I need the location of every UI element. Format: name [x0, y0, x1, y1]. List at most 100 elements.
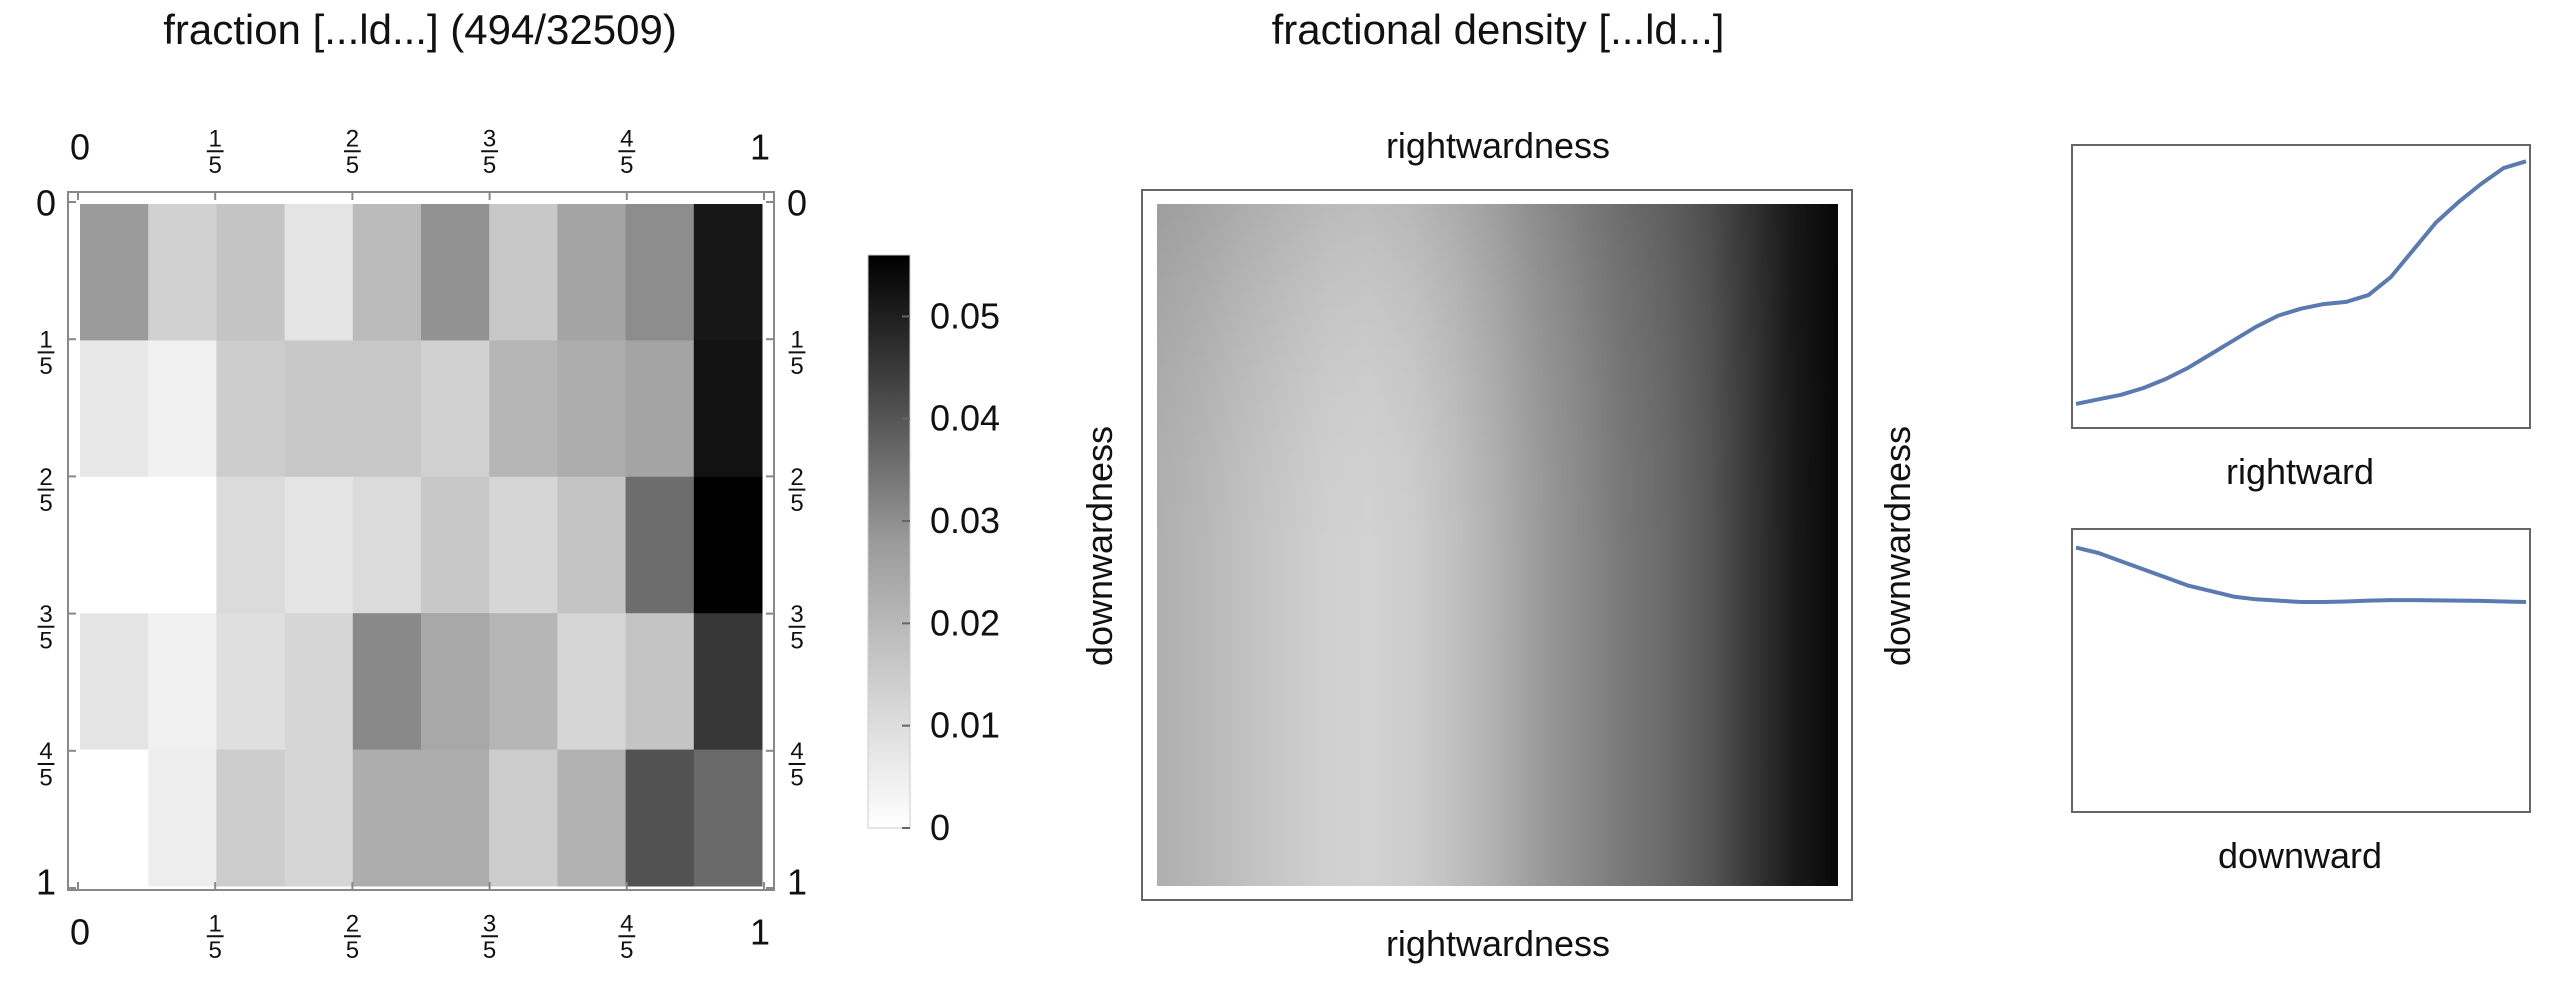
svg-text:5: 5	[346, 152, 359, 179]
colorbar-ticks: 0 0.01 0.02 0.03 0.04 0.05	[902, 295, 1000, 848]
heatmap-cell	[489, 340, 558, 478]
heatmap-cell	[148, 613, 217, 751]
heatmap-cell	[148, 340, 217, 478]
rightward-xlabel: rightward	[2226, 451, 2374, 492]
heatmap-cell	[693, 340, 763, 478]
heatmap-cell	[216, 613, 286, 751]
svg-text:1: 1	[39, 327, 52, 354]
heatmap-cell	[80, 749, 149, 887]
heatmap-cell	[80, 613, 149, 751]
heatmap-cell	[352, 476, 422, 614]
bottom-tick-label: 25	[344, 910, 361, 964]
svg-text:5: 5	[346, 937, 359, 964]
svg-text:5: 5	[39, 490, 52, 517]
heatmap-cell	[421, 749, 490, 887]
downward-frame	[2071, 528, 2531, 813]
density-ylabel-left: downwardness	[1079, 426, 1120, 666]
svg-text:1: 1	[750, 127, 770, 168]
colorbar-tick-label: 0.04	[930, 398, 1000, 439]
heatmap-cell	[693, 749, 763, 887]
svg-text:0: 0	[787, 183, 807, 224]
bottom-tick-label: 0	[70, 912, 90, 953]
svg-text:5: 5	[790, 765, 803, 792]
heatmap-cell	[80, 340, 149, 478]
heatmap-cell	[625, 613, 695, 751]
heatmap-cell	[216, 340, 286, 478]
top-tick-label: 45	[618, 125, 636, 179]
svg-text:5: 5	[620, 937, 633, 964]
heatmap-cell	[80, 476, 149, 614]
downward-curve	[2075, 545, 2527, 604]
left-tick-label: 25	[37, 464, 55, 517]
bottom-tick-label: 15	[206, 910, 224, 964]
heatmap-cell	[557, 476, 627, 614]
svg-text:0: 0	[70, 127, 90, 168]
density-ylabel-right: downwardness	[1877, 426, 1918, 666]
heatmap-cell	[352, 749, 422, 887]
colorbar-tick-label: 0.01	[930, 705, 1000, 746]
density-xlabel-top: rightwardness	[1386, 125, 1610, 166]
svg-text:3: 3	[483, 125, 496, 152]
rightward-frame	[2071, 144, 2531, 429]
svg-text:2: 2	[790, 464, 803, 491]
heatmap-cell	[557, 204, 627, 341]
svg-text:3: 3	[790, 601, 803, 628]
svg-text:1: 1	[787, 862, 807, 903]
svg-text:3: 3	[39, 601, 52, 628]
colorbar-gradient	[867, 254, 911, 829]
heatmap-cell	[557, 749, 627, 887]
heatmap-cell	[625, 340, 695, 478]
svg-text:4: 4	[790, 738, 803, 765]
density-title: fractional density [...ld...]	[1272, 6, 1725, 53]
left-tick-label: 0	[36, 183, 56, 224]
svg-text:5: 5	[483, 937, 496, 964]
heatmap-cell	[284, 340, 354, 478]
heatmap-cell	[421, 340, 490, 478]
heatmap-cell	[216, 204, 286, 341]
downward-panel: downward	[2071, 528, 2531, 876]
svg-text:1: 1	[209, 910, 222, 937]
heatmap-cell	[693, 476, 763, 614]
heatmap-frame	[67, 191, 775, 891]
svg-text:1: 1	[750, 912, 770, 953]
heatmap-cells	[80, 204, 763, 887]
heatmap-cell	[489, 613, 558, 751]
left-tick-label: 15	[37, 327, 55, 380]
svg-text:2: 2	[346, 910, 359, 937]
downward-xlabel: downward	[2218, 835, 2382, 876]
heatmap-cell	[352, 613, 422, 751]
heatmap-cell	[148, 476, 217, 614]
top-tick-label: 35	[481, 125, 498, 179]
right-tick-label: 25	[788, 464, 806, 517]
svg-text:2: 2	[39, 464, 52, 491]
right-tick-label: 0	[787, 183, 807, 224]
density-panel: fractional density [...ld...] rightwardn…	[1079, 6, 1918, 964]
svg-text:5: 5	[39, 765, 52, 792]
heatmap-cell	[489, 749, 558, 887]
svg-text:1: 1	[209, 125, 222, 152]
left-tick-label: 35	[37, 601, 55, 654]
heatmap-cell	[421, 204, 490, 341]
heatmap-cell	[693, 204, 763, 341]
top-tick-label: 25	[344, 125, 361, 179]
heatmap-cell	[489, 476, 558, 614]
heatmap-cell	[625, 204, 695, 341]
bottom-tick-label: 45	[618, 910, 636, 964]
svg-text:5: 5	[620, 152, 633, 179]
left-tick-label: 45	[37, 738, 55, 792]
right-tick-label: 45	[788, 738, 806, 792]
heatmap-cell	[80, 204, 149, 341]
rightward-curve	[2075, 159, 2527, 406]
svg-text:5: 5	[483, 152, 496, 179]
colorbar-tick-label: 0.02	[930, 602, 1000, 643]
svg-text:4: 4	[620, 125, 633, 152]
top-tick-label: 15	[206, 125, 224, 179]
svg-text:0: 0	[36, 183, 56, 224]
heatmap-cell	[284, 613, 354, 751]
heatmap-cell	[421, 613, 490, 751]
svg-text:1: 1	[36, 862, 56, 903]
svg-text:5: 5	[790, 490, 803, 517]
heatmap-cell	[625, 476, 695, 614]
